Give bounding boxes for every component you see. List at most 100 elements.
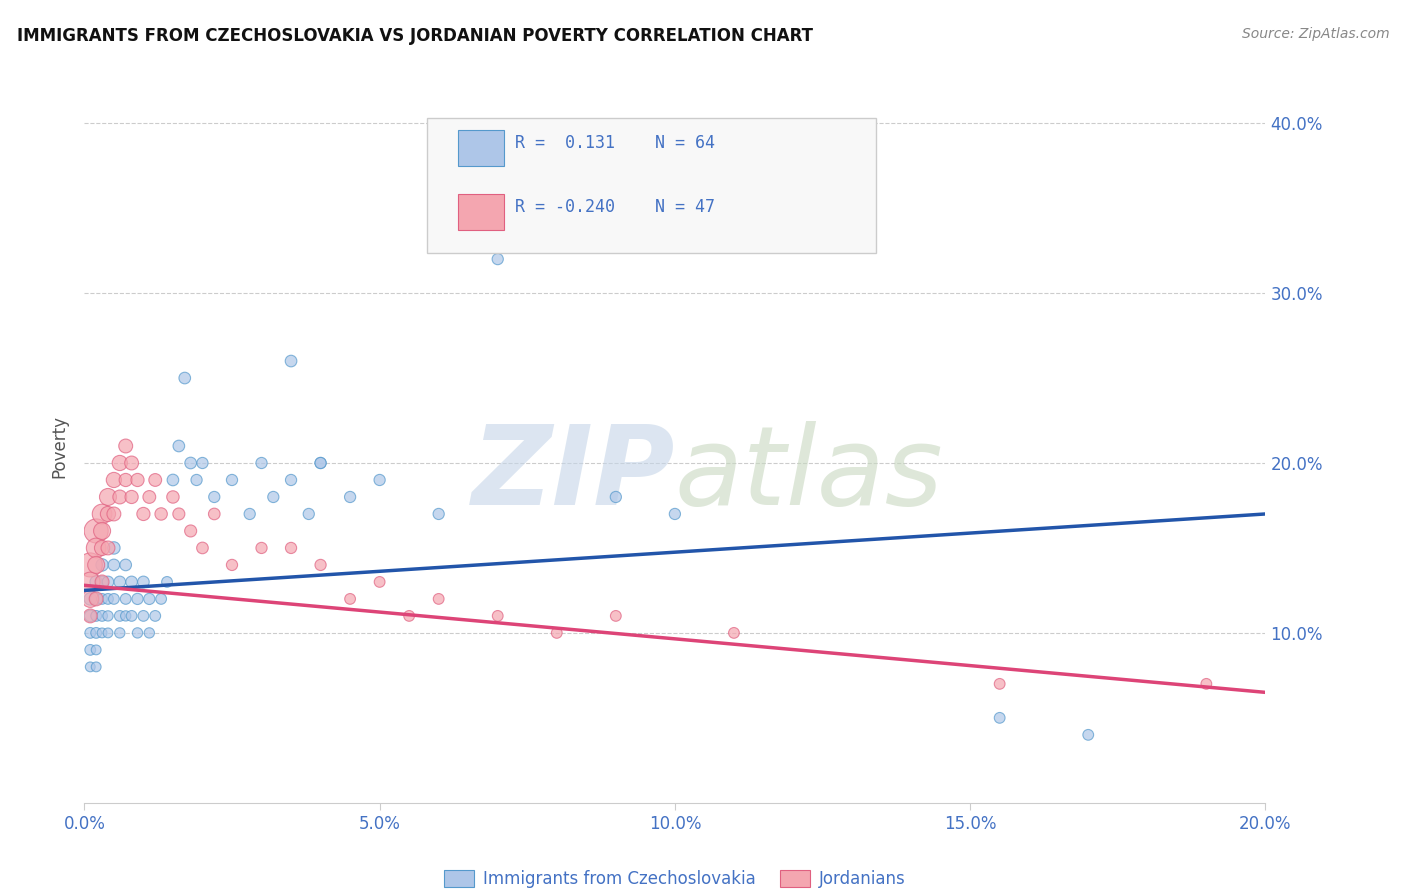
Point [368,473,391,487]
FancyBboxPatch shape [457,194,503,230]
Point [221,558,243,572]
Point [664,507,686,521]
Point [121,490,143,504]
Point [97,626,120,640]
Point [91,524,114,538]
Legend: Immigrants from Czechoslovakia, Jordanians: Immigrants from Czechoslovakia, Jordania… [437,863,912,892]
Point [84,660,107,674]
Point [186,473,208,487]
Point [79,608,101,623]
Point [84,608,107,623]
Point [84,591,107,606]
Point [280,354,302,368]
Point [180,456,202,470]
Point [298,507,321,521]
Text: atlas: atlas [675,421,943,528]
Point [127,473,149,487]
Point [191,541,214,555]
Point [108,456,131,470]
Point [91,591,114,606]
Text: R = -0.240    N = 47: R = -0.240 N = 47 [516,198,716,216]
Point [114,558,136,572]
Point [91,507,114,521]
Point [79,591,101,606]
Point [162,473,184,487]
Point [114,473,136,487]
Point [156,574,179,589]
Point [97,591,120,606]
Point [79,643,101,657]
Point [121,456,143,470]
Point [339,490,361,504]
Point [239,507,262,521]
Point [103,591,125,606]
Point [97,608,120,623]
Point [127,591,149,606]
Point [108,574,131,589]
Point [132,574,155,589]
Point [91,541,114,555]
Point [79,591,101,606]
Point [150,591,173,606]
Point [143,473,166,487]
Point [79,574,101,589]
Point [202,507,225,521]
Point [180,524,202,538]
Point [723,626,745,640]
Point [262,490,284,504]
Point [114,439,136,453]
Point [132,507,155,521]
Point [108,626,131,640]
Point [103,473,125,487]
Point [167,507,190,521]
Point [79,660,101,674]
Point [79,608,101,623]
Point [427,507,450,521]
Point [221,473,243,487]
Point [84,541,107,555]
Point [546,626,568,640]
Point [91,574,114,589]
Point [103,558,125,572]
Point [309,456,332,470]
Point [127,626,149,640]
Point [202,490,225,504]
Text: ZIP: ZIP [471,421,675,528]
Point [280,541,302,555]
Point [91,626,114,640]
Text: Source: ZipAtlas.com: Source: ZipAtlas.com [1241,27,1389,41]
Point [368,574,391,589]
Point [988,677,1011,691]
Point [280,473,302,487]
Point [167,439,190,453]
Point [138,591,160,606]
Point [84,643,107,657]
Point [309,558,332,572]
Point [84,626,107,640]
Point [91,558,114,572]
Point [91,574,114,589]
Text: IMMIGRANTS FROM CZECHOSLOVAKIA VS JORDANIAN POVERTY CORRELATION CHART: IMMIGRANTS FROM CZECHOSLOVAKIA VS JORDAN… [17,27,813,45]
Point [605,608,627,623]
Point [132,608,155,623]
Point [988,711,1011,725]
Point [79,626,101,640]
Point [605,490,627,504]
Point [143,608,166,623]
Point [1195,677,1218,691]
Point [162,490,184,504]
Point [97,541,120,555]
Point [84,591,107,606]
Point [339,591,361,606]
Point [427,591,450,606]
Point [398,608,420,623]
Point [138,490,160,504]
Point [108,608,131,623]
Point [150,507,173,521]
Point [1077,728,1099,742]
Point [114,608,136,623]
FancyBboxPatch shape [457,130,503,166]
Point [103,507,125,521]
Point [103,541,125,555]
Point [138,626,160,640]
